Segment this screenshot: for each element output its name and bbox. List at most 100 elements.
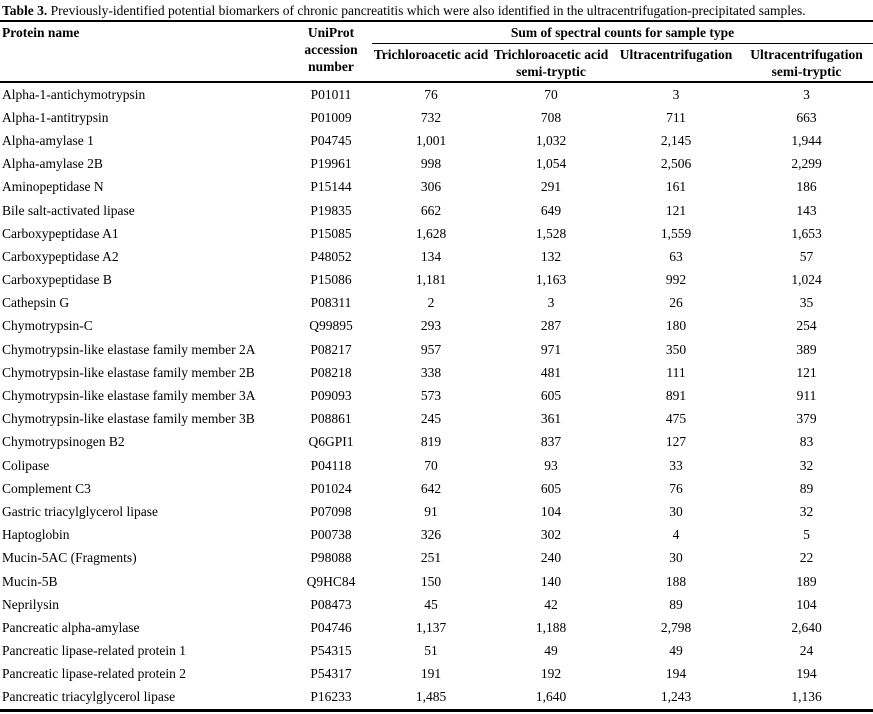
accession-number-cell: P08861 [310,411,352,427]
spectral-count-cell: 180 [665,318,687,334]
spectral-count-cell: 287 [540,318,562,334]
spectral-count-cell: 32 [799,503,814,519]
spectral-count-cell: 605 [540,388,562,404]
spectral-count-cell: 194 [796,666,817,682]
spectral-count-cell: 4 [672,527,680,543]
column-header-tca-semi-tryptic: Trichloroacetic acid semi-tryptic [493,47,609,79]
spectral-count-cell: 140 [540,573,562,589]
spectral-count-cell: 1,528 [535,225,567,241]
spectral-count-cell: 1,640 [535,689,567,705]
spectral-count-cell: 1,137 [415,619,447,635]
table-row: Chymotrypsin-like elastase family member… [0,361,873,384]
column-group-header-spectral-counts: Sum of spectral counts for sample type [372,21,873,44]
spectral-count-cell: 30 [669,503,683,519]
column-header-protein-name: Protein name [2,25,80,40]
protein-name-cell: Carboxypeptidase A2 [2,248,119,264]
spectral-count-cell: 957 [420,341,442,357]
protein-name-cell: Haptoglobin [2,527,70,543]
table-row: Colipase P04118 70 93 33 32 [0,454,873,477]
spectral-count-cell: 971 [540,341,562,357]
spectral-count-cell: 89 [799,480,814,496]
accession-number-cell: P04746 [310,619,352,635]
protein-name-cell: Alpha-amylase 2B [2,156,103,172]
accession-number-cell: P01009 [310,109,352,125]
spectral-count-cell: 57 [799,248,814,264]
spectral-count-cell: 475 [665,411,687,427]
table-row: Neprilysin P08473 45 42 89 104 [0,593,873,616]
spectral-count-cell: 191 [420,666,442,682]
spectral-count-cell: 389 [796,341,817,357]
accession-number-cell: P01024 [310,480,352,496]
accession-number-cell: Q99895 [309,318,353,334]
accession-number-cell: P01011 [310,86,352,102]
spectral-count-cell: 306 [420,179,442,195]
table-row: Aminopeptidase N P15144 306 291 161 186 [0,176,873,199]
table-row: Pancreatic lipase-related protein 1 P5431… [0,640,873,663]
spectral-count-cell: 1,628 [415,225,447,241]
accession-number-cell: P04745 [310,132,352,148]
table-row: Carboxypeptidase B P15086 1,181 1,163 992 1,0… [0,269,873,292]
spectral-count-cell: 998 [420,156,442,172]
table-row: Mucin-5B Q9HC84 150 140 188 189 [0,570,873,593]
protein-name-cell: Chymotrypsinogen B2 [2,434,125,450]
spectral-count-cell: 338 [420,364,442,380]
spectral-count-cell: 819 [420,434,442,450]
accession-number-cell: P04118 [310,457,352,473]
table-row: Alpha-1-antitrypsin P01009 732 708 711 663 [0,106,873,129]
table-row: Mucin-5AC (Fragments) P98088 251 240 30 22 [0,547,873,570]
accession-number-cell: P15086 [310,272,352,288]
spectral-count-cell: 134 [420,248,442,264]
spectral-count-cell: 132 [540,248,562,264]
spectral-count-cell: 83 [799,434,814,450]
header-row-group: Protein name UniProt accession number Su… [0,21,873,74]
spectral-count-cell: 35 [799,295,814,311]
spectral-count-cell: 605 [540,480,562,496]
biomarker-table: Protein name UniProt accession number Su… [0,20,873,713]
spectral-count-cell: 708 [540,109,562,125]
protein-name-cell: Chymotrypsin-like elastase family member… [2,388,256,404]
table-row: Bile salt-activated lipase P19835 662 649 12… [0,199,873,222]
table-row: Chymotrypsin-like elastase family member… [0,408,873,431]
table-row: Pancreatic alpha-amylase P04746 1,137 1,188… [0,616,873,639]
spectral-count-cell: 192 [540,666,562,682]
protein-name-cell: Carboxypeptidase A1 [2,225,119,241]
spectral-count-cell: 1,163 [535,272,567,288]
spectral-count-cell: 379 [796,411,817,427]
spectral-count-cell: 49 [669,643,683,659]
accession-number-cell: P48052 [310,248,352,264]
spectral-count-cell: 1,032 [535,132,567,148]
spectral-count-cell: 91 [424,503,438,519]
accession-number-cell: P08217 [310,341,352,357]
spectral-count-cell: 1,188 [535,619,567,635]
spectral-count-cell: 93 [544,457,558,473]
spectral-count-cell: 2,798 [660,619,692,635]
spectral-count-cell: 245 [420,411,442,427]
protein-name-cell: Carboxypeptidase B [2,272,112,288]
accession-number-cell: P19835 [310,202,352,218]
protein-name-cell: Neprilysin [2,596,59,612]
table-row: Cathepsin G P08311 2 3 26 35 [0,292,873,315]
spectral-count-cell: 251 [420,550,442,566]
spectral-count-cell: 63 [669,248,683,264]
protein-name-cell: Alpha-1-antitrypsin [2,109,109,125]
protein-name-cell: Aminopeptidase N [2,179,104,195]
accession-number-cell: P54317 [310,666,352,682]
spectral-count-cell: 711 [666,109,686,125]
spectral-count-cell: 111 [666,364,686,380]
table-row: Alpha-amylase 2B P19961 998 1,054 2,506 2,299 [0,153,873,176]
accession-number-cell: P08311 [310,295,352,311]
spectral-count-cell: 49 [544,643,558,659]
spectral-count-cell: 1,054 [535,156,567,172]
spectral-count-cell: 291 [540,179,562,195]
protein-name-cell: Pancreatic lipase-related protein 2 [2,666,187,682]
spectral-count-cell: 1,653 [791,225,822,241]
spectral-count-cell: 189 [796,573,817,589]
table-row: Haptoglobin P00738 326 302 4 5 [0,524,873,547]
table-row: Alpha-amylase 1 P04745 1,001 1,032 2,145 1,94… [0,129,873,152]
spectral-count-cell: 70 [424,457,438,473]
spectral-count-cell: 2 [427,295,435,311]
spectral-count-cell: 302 [540,527,562,543]
protein-name-cell: Chymotrypsin-like elastase family member… [2,341,256,357]
accession-number-cell: P16233 [310,689,352,705]
spectral-count-cell: 42 [544,596,558,612]
